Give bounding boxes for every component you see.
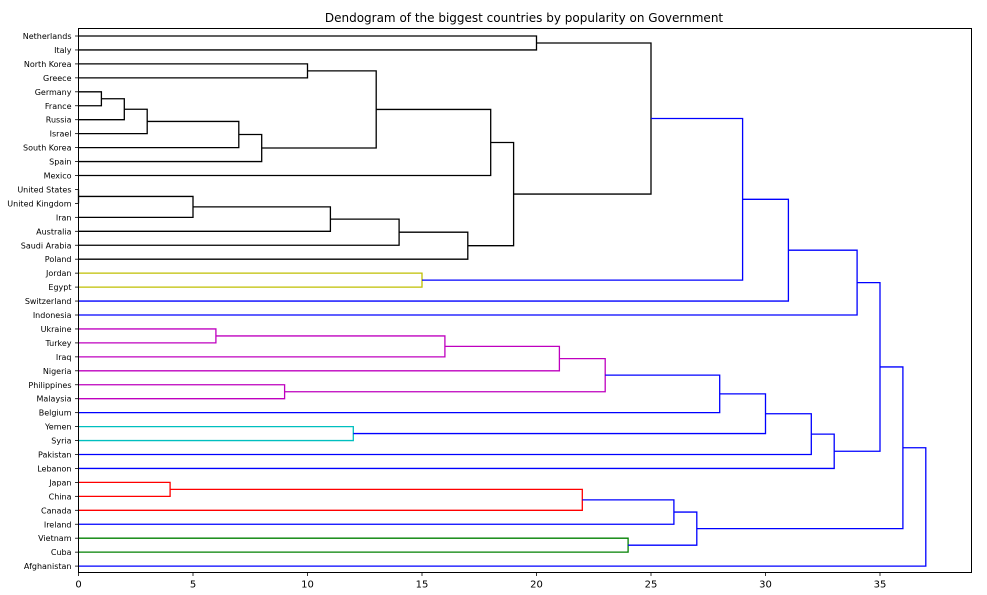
x-tick-label: 5 xyxy=(190,580,196,591)
x-tick-label: 15 xyxy=(416,580,429,591)
y-tick-label: Nigeria xyxy=(43,367,72,376)
y-tick-label: Afghanistan xyxy=(24,562,72,571)
x-tick-label: 20 xyxy=(530,580,543,591)
y-tick-label: Saudi Arabia xyxy=(21,241,72,250)
y-tick-label: Pakistan xyxy=(38,451,72,460)
y-tick-label: United States xyxy=(17,185,71,194)
y-tick-label: Canada xyxy=(41,506,72,515)
y-tick-label: United Kingdom xyxy=(7,199,71,208)
y-tick-label: Cuba xyxy=(51,548,72,557)
y-tick-label: Philippines xyxy=(28,381,71,390)
y-tick-label: Japan xyxy=(48,478,71,487)
y-tick-label: Iraq xyxy=(56,353,72,362)
y-tick-label: Syria xyxy=(51,437,71,446)
chart-title: Dendogram of the biggest countries by po… xyxy=(325,11,724,25)
x-tick-label: 25 xyxy=(645,580,658,591)
y-tick-label: North Korea xyxy=(24,60,72,69)
y-tick-label: Ireland xyxy=(44,520,72,529)
y-tick-label: Malaysia xyxy=(37,395,72,404)
y-tick-label: Vietnam xyxy=(38,534,72,543)
y-tick-label: Lebanon xyxy=(37,464,71,473)
y-tick-label: Switzerland xyxy=(25,297,72,306)
y-tick-label: Iran xyxy=(56,213,72,222)
y-tick-label: Italy xyxy=(54,46,72,55)
dendrogram-link-38 xyxy=(78,447,927,567)
y-axis-ticks: Netherlands Italy North Korea Greece Germany… xyxy=(7,32,79,571)
y-tick-label: Egypt xyxy=(48,283,71,292)
y-tick-label: South Korea xyxy=(23,144,72,153)
y-tick-label: Spain xyxy=(49,158,71,167)
y-tick-label: Ukraine xyxy=(41,325,72,334)
y-tick-label: Netherlands xyxy=(23,32,72,41)
dendrogram-links xyxy=(77,35,927,567)
y-tick-label: Australia xyxy=(36,227,71,236)
y-tick-label: Indonesia xyxy=(33,311,72,320)
x-tick-label: 0 xyxy=(75,580,81,591)
x-tick-label: 10 xyxy=(301,580,314,591)
x-tick-label: 35 xyxy=(874,580,887,591)
y-tick-label: Yemen xyxy=(44,423,72,432)
y-tick-label: Germany xyxy=(35,88,72,97)
y-tick-label: Jordan xyxy=(45,269,71,278)
y-tick-label: Turkey xyxy=(44,339,71,348)
y-tick-label: Belgium xyxy=(39,409,72,418)
x-tick-label: 30 xyxy=(759,580,772,591)
y-tick-label: Greece xyxy=(43,74,72,83)
plot-frame xyxy=(78,28,972,573)
x-axis-ticks: 0 5 10 15 20 25 30 35 xyxy=(75,572,887,591)
y-tick-label: France xyxy=(45,102,72,111)
y-tick-label: Poland xyxy=(45,255,72,264)
y-tick-label: China xyxy=(49,492,72,501)
y-tick-label: Israel xyxy=(50,130,72,139)
y-tick-label: Russia xyxy=(46,116,72,125)
y-tick-label: Mexico xyxy=(44,172,72,181)
